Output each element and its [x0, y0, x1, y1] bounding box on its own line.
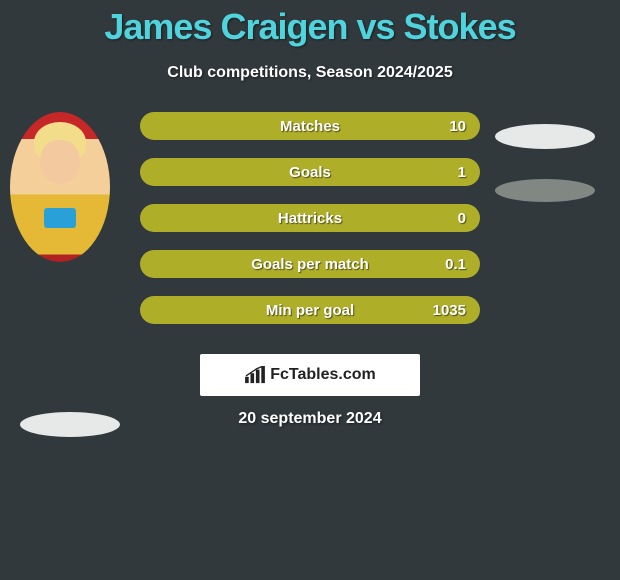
stat-label: Goals per match	[251, 256, 369, 273]
stat-row: Goals per match 0.1	[140, 250, 480, 278]
player-left-avatar	[10, 112, 110, 262]
snapshot-date: 20 september 2024	[0, 410, 620, 428]
stats-list: Matches 10 Goals 1 Hattricks 0 Goals per match…	[140, 112, 480, 324]
bars-icon	[244, 366, 266, 384]
stat-row: Matches 10	[140, 112, 480, 140]
stat-row: Min per goal 1035	[140, 296, 480, 324]
stat-value-left: 10	[449, 118, 466, 135]
branding-box[interactable]: FcTables.com	[200, 354, 420, 396]
stat-label: Min per goal	[266, 302, 354, 319]
stat-label: Matches	[280, 118, 340, 135]
stat-value-left: 1	[458, 164, 466, 181]
stat-value-left: 1035	[433, 302, 466, 319]
stat-value-left: 0	[458, 210, 466, 227]
player-left-column	[10, 112, 110, 262]
page-title: James Craigen vs Stokes	[0, 0, 620, 48]
player-right-avatar-placeholder	[495, 124, 595, 149]
stat-row: Goals 1	[140, 158, 480, 186]
stat-row: Hattricks 0	[140, 204, 480, 232]
season-subtitle: Club competitions, Season 2024/2025	[0, 64, 620, 82]
stat-label: Hattricks	[278, 210, 342, 227]
stat-label: Goals	[289, 164, 331, 181]
branding-label: FcTables.com	[270, 366, 376, 384]
player-right-name-pill	[495, 179, 595, 202]
player-right-column	[490, 112, 600, 202]
stat-value-left: 0.1	[445, 256, 466, 273]
